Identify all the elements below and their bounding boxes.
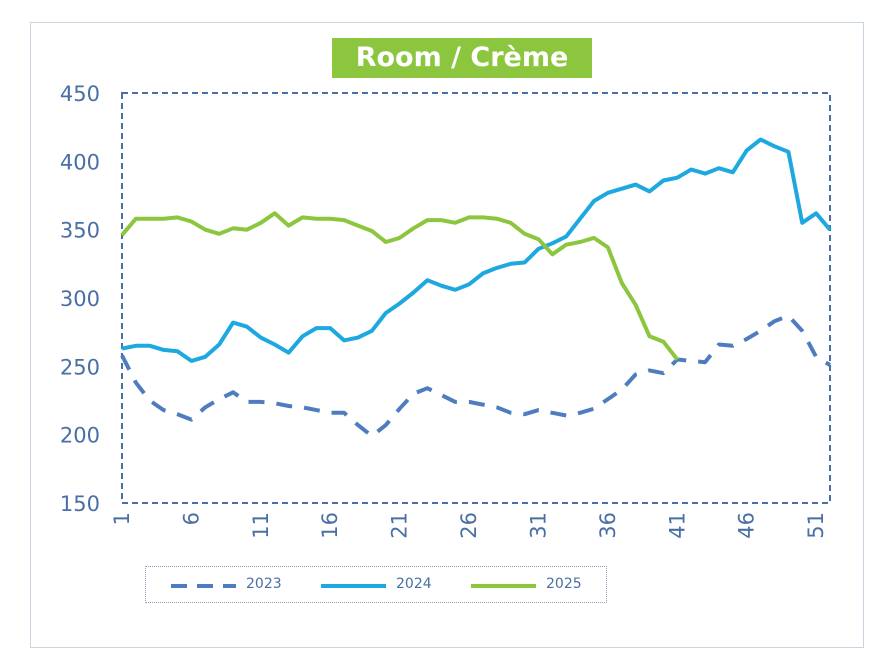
legend: 2023 2024 2025: [145, 566, 607, 603]
series-line-2024: [121, 137, 832, 363]
x-tick-label: 6: [179, 512, 203, 525]
series-line-2025: [120, 211, 679, 361]
x-tick-label: 46: [735, 512, 759, 539]
x-tick-label: 41: [665, 512, 689, 539]
x-tick-label: 31: [526, 512, 550, 539]
y-tick-label: 200: [60, 424, 100, 448]
x-tick-label: 11: [249, 512, 273, 539]
legend-label-2024: 2024: [396, 576, 432, 592]
y-tick-label: 300: [60, 287, 100, 311]
plot-border: [121, 92, 831, 504]
legend-label-2025: 2025: [546, 576, 582, 592]
legend-label-2023: 2023: [246, 576, 282, 592]
y-tick-label: 350: [60, 219, 100, 243]
x-tick-label: 16: [318, 512, 342, 539]
x-tick-label: 51: [804, 512, 828, 539]
y-tick-label: 400: [60, 150, 100, 174]
x-tick-label: 26: [457, 512, 481, 539]
y-tick-label: 450: [60, 82, 100, 106]
chart-frame: [30, 22, 864, 648]
x-tick-label: 36: [596, 512, 620, 539]
x-tick-label: 21: [388, 512, 412, 539]
x-tick-label: 1: [110, 512, 134, 525]
y-tick-label: 150: [60, 492, 100, 516]
series-line-2023: [120, 313, 832, 438]
chart-title: Room / Crème: [332, 38, 592, 78]
y-tick-label: 250: [60, 355, 100, 379]
